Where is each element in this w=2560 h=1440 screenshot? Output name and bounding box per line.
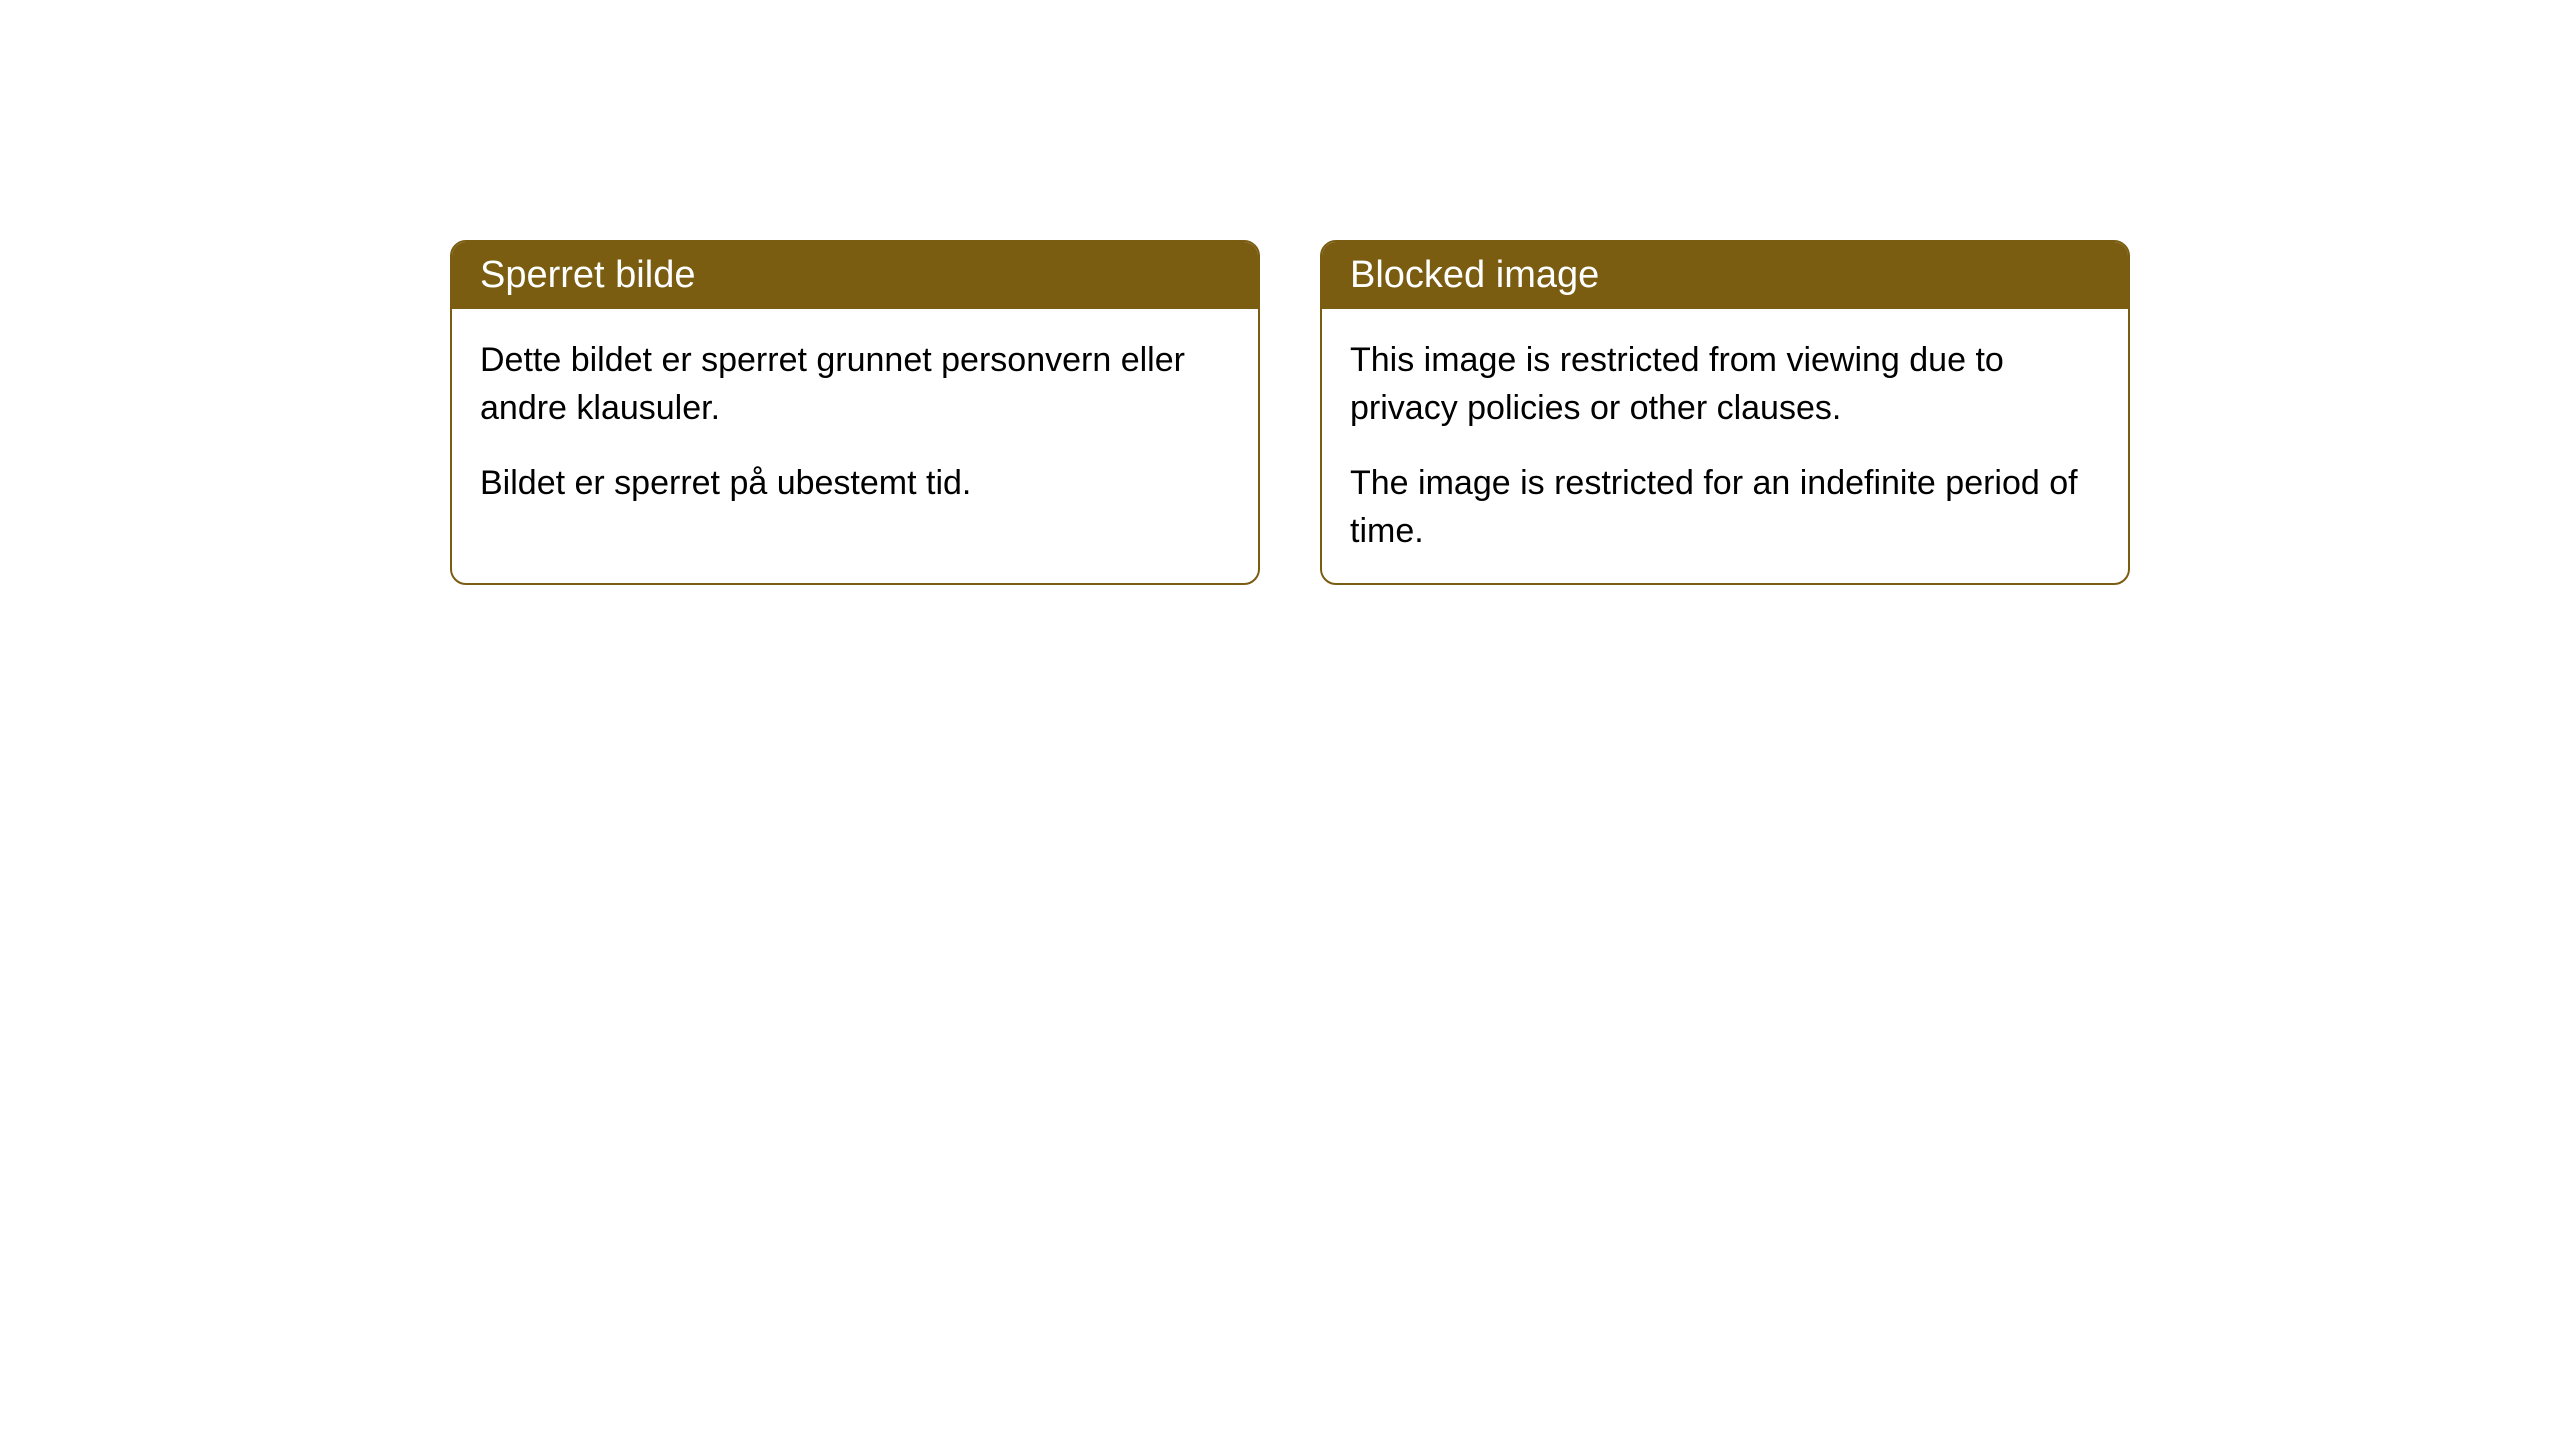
notice-card-english: Blocked image This image is restricted f…	[1320, 240, 2130, 585]
card-paragraph: This image is restricted from viewing du…	[1350, 337, 2100, 432]
card-header: Blocked image	[1322, 242, 2128, 309]
card-title: Sperret bilde	[480, 254, 695, 296]
card-title: Blocked image	[1350, 254, 1599, 296]
notice-card-norwegian: Sperret bilde Dette bildet er sperret gr…	[450, 240, 1260, 585]
notice-cards-container: Sperret bilde Dette bildet er sperret gr…	[450, 240, 2130, 585]
card-body: Dette bildet er sperret grunnet personve…	[452, 309, 1258, 536]
card-paragraph: Bildet er sperret på ubestemt tid.	[480, 460, 1230, 508]
card-paragraph: The image is restricted for an indefinit…	[1350, 460, 2100, 555]
card-body: This image is restricted from viewing du…	[1322, 309, 2128, 583]
card-header: Sperret bilde	[452, 242, 1258, 309]
card-paragraph: Dette bildet er sperret grunnet personve…	[480, 337, 1230, 432]
